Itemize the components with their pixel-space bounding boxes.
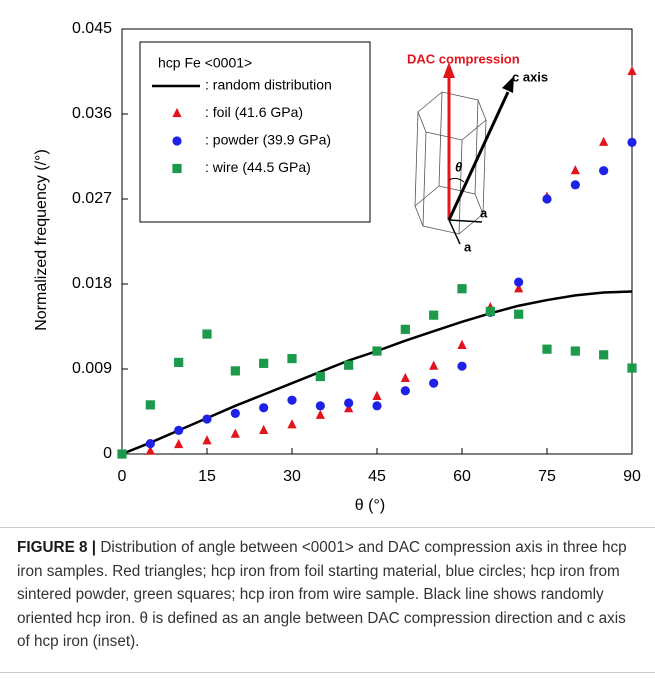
inset-label: c axis (512, 69, 548, 84)
plot-frame (121, 28, 633, 455)
data-point (202, 435, 212, 445)
data-point (372, 390, 382, 400)
legend-label: : powder (39.9 GPa) (205, 132, 331, 148)
data-point (287, 419, 297, 429)
data-point (202, 414, 212, 424)
data-point (542, 194, 552, 204)
inset-label: DAC compression (407, 51, 520, 66)
data-point (259, 358, 269, 368)
data-point (174, 438, 184, 449)
x-tick-label: 45 (368, 468, 386, 485)
legend-swatch (172, 163, 182, 174)
legend-label: : wire (44.5 GPa) (205, 159, 311, 175)
y-tick-label: 0.027 (72, 190, 112, 207)
data-point (230, 428, 240, 438)
data-point (230, 366, 240, 376)
y-axis-label: Normalized frequency (/°) (33, 149, 50, 331)
data-point (344, 360, 354, 370)
y-tick-label: 0.036 (72, 105, 112, 122)
x-tick-label: 75 (538, 468, 556, 485)
legend-label: : random distribution (205, 77, 332, 93)
inset-label: a (480, 205, 488, 220)
y-tick-label: 0 (103, 445, 112, 462)
data-point (344, 398, 354, 408)
data-point (287, 395, 297, 405)
data-point (259, 403, 269, 413)
data-point (202, 329, 212, 339)
data-point (174, 357, 184, 367)
caption: FIGURE 8 | Distribution of angle between… (0, 527, 655, 673)
legend-swatch (172, 107, 182, 118)
data-point (485, 306, 495, 316)
random-line (121, 290, 633, 456)
inset-label: θ (455, 159, 462, 174)
inset-label: a (464, 239, 472, 254)
data-point (400, 324, 410, 334)
x-tick-label: 60 (453, 468, 471, 485)
x-tick-label: 0 (118, 468, 127, 485)
legend-swatch (172, 136, 182, 146)
chart: Normalized frequency (/°) θ (°) hcp Fe <… (33, 20, 641, 514)
data-point (457, 339, 467, 349)
x-tick-label: 90 (623, 468, 641, 485)
legend-label: : foil (41.6 GPa) (205, 104, 303, 120)
x-tick-label: 30 (283, 468, 301, 485)
data-point (344, 403, 354, 413)
data-point (372, 346, 382, 356)
data-point (627, 65, 637, 76)
data-point (400, 386, 410, 396)
data-point (174, 425, 184, 435)
data-point (145, 439, 155, 449)
legend-title: hcp Fe <0001> (158, 55, 252, 71)
data-point (570, 346, 580, 356)
y-tick-label: 0.018 (72, 275, 112, 292)
data-point (429, 378, 439, 388)
data-point (570, 180, 580, 190)
caption-label: FIGURE 8 | (17, 539, 97, 556)
data-point (599, 136, 609, 146)
y-tick-label: 0.009 (72, 360, 112, 377)
data-point (570, 165, 580, 175)
data-point (599, 166, 609, 176)
data-point (400, 372, 410, 383)
caption-text: Distribution of angle between <0001> and… (17, 539, 627, 650)
data-point (457, 361, 467, 371)
data-point (315, 371, 325, 382)
data-point (514, 309, 524, 319)
data-point (627, 363, 637, 373)
x-axis-label: θ (°) (355, 497, 385, 514)
data-point (429, 360, 439, 370)
data-point (457, 284, 467, 294)
data-point (372, 401, 382, 411)
data-point (315, 401, 325, 411)
data-point (117, 449, 127, 459)
data-point (145, 445, 155, 455)
data-point (542, 344, 552, 354)
data-point (627, 137, 637, 147)
y-tick-label: 0.045 (72, 20, 112, 37)
data-point (145, 400, 155, 410)
inset (414, 62, 514, 245)
data-point (429, 310, 439, 320)
data-point (599, 350, 609, 360)
data-point (230, 408, 240, 418)
data-point (514, 277, 524, 287)
data-point (315, 409, 325, 419)
legend-box (139, 41, 371, 223)
data-point (259, 424, 269, 434)
x-tick-label: 15 (198, 468, 216, 485)
data-point (287, 354, 297, 364)
data-point (514, 283, 524, 293)
